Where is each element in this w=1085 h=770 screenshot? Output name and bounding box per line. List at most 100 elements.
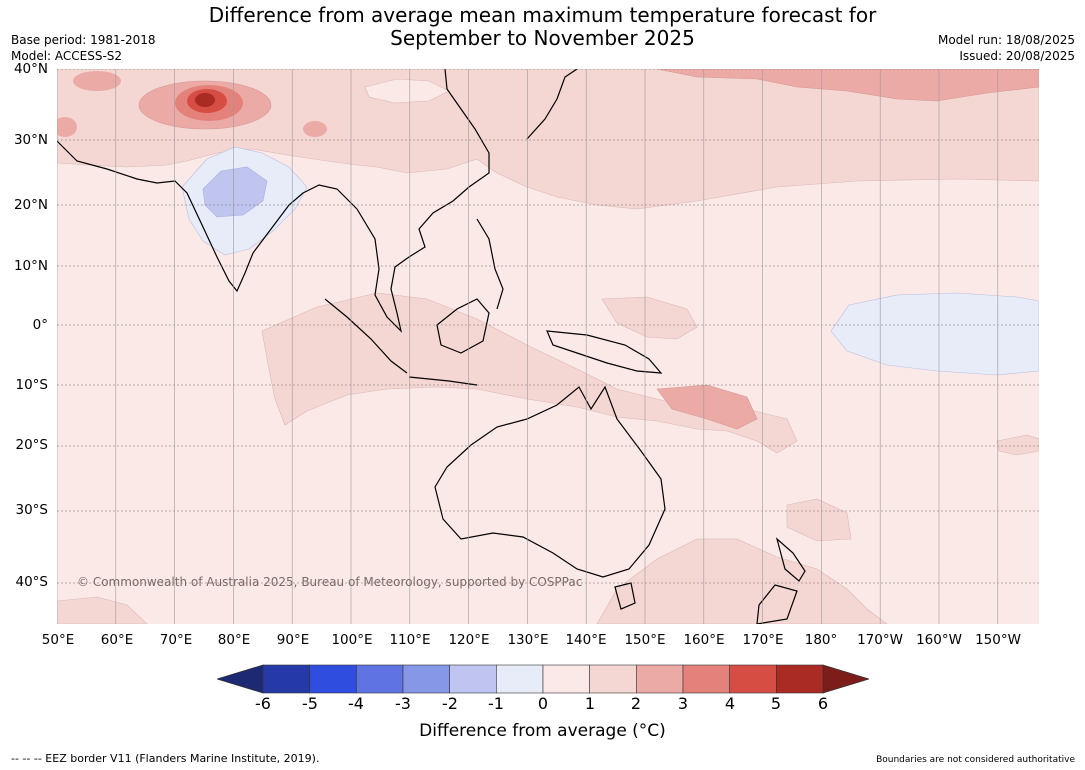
- map-canvas: [57, 69, 1039, 624]
- lat-label-equator: 0°: [32, 317, 48, 333]
- lat-label-40n: 40°N: [13, 61, 48, 77]
- map-title: Difference from average mean maximum tem…: [0, 4, 1085, 50]
- colorbar-tick-6: 6: [817, 694, 829, 713]
- anomaly-india-cool-core: [202, 166, 268, 218]
- lat-label-20s: 20°S: [15, 437, 49, 453]
- lon-label-50e: 50°E: [41, 632, 75, 648]
- anomaly-tasman-warm: [596, 538, 888, 624]
- lon-label-150e: 150°E: [624, 632, 666, 648]
- anomaly-north-warm-band: [57, 69, 1039, 210]
- lon-label-80e: 80°E: [217, 632, 251, 648]
- anomaly-tasman-pocket: [786, 498, 852, 542]
- lon-label-70e: 70°E: [159, 632, 193, 648]
- colorbar-tick-4: 4: [724, 694, 736, 713]
- coastline-philippines: [476, 218, 504, 310]
- forecast-map[interactable]: [57, 69, 1039, 624]
- lon-label-180: 180°: [804, 632, 838, 648]
- colorbar: [217, 664, 869, 694]
- lon-label-170w: 170°W: [857, 632, 903, 648]
- issued-date: Issued: 20/08/2025: [959, 49, 1075, 63]
- colorbar-swatches: [262, 664, 824, 694]
- anomaly-himalaya-peak: [195, 93, 215, 107]
- colorbar-tick-3: 3: [677, 694, 689, 713]
- colorbar-swatch: [589, 664, 637, 694]
- colorbar-swatch: [776, 664, 824, 694]
- model-info: Base period: 1981-2018 Model: ACCESS-S2: [11, 32, 156, 64]
- anomaly-southern-ocean-warm: [57, 596, 148, 624]
- colorbar-swatch: [356, 664, 404, 694]
- colorbar-tick-neg6: -6: [255, 694, 271, 713]
- colorbar-low-arrow: [217, 664, 264, 694]
- lon-label-140e: 140°E: [565, 632, 607, 648]
- coastline-java: [408, 376, 478, 386]
- eez-border-note: -- -- -- EEZ border V11 (Flanders Marine…: [11, 752, 320, 765]
- anomaly-north-pocket: [364, 78, 450, 104]
- coastline-new-zealand: [756, 537, 806, 624]
- issue-info: Model run: 18/08/2025 Issued: 20/08/2025: [938, 32, 1075, 64]
- copyright-notice: © Commonwealth of Australia 2025, Bureau…: [77, 575, 583, 589]
- longitude-lines: [57, 69, 999, 624]
- base-period: Base period: 1981-2018: [11, 33, 156, 47]
- coastlines: [57, 69, 806, 624]
- colorbar-tick-5: 5: [770, 694, 782, 713]
- coastline-arabia-india: [57, 140, 358, 293]
- anomaly-coral-sea-warm: [601, 296, 698, 340]
- colorbar-swatch: [636, 664, 684, 694]
- colorbar-swatch: [496, 664, 544, 694]
- lat-label-10n: 10°N: [13, 258, 48, 274]
- coastline-japan: [526, 69, 578, 140]
- colorbar-tick-neg3: -3: [395, 694, 411, 713]
- colorbar-swatch: [309, 664, 357, 694]
- lat-label-30s: 30°S: [15, 502, 49, 518]
- title-line-2: September to November 2025: [390, 26, 695, 50]
- coastline-borneo: [436, 298, 490, 354]
- colorbar-swatch: [449, 664, 497, 694]
- lat-label-20n: 20°N: [13, 197, 48, 213]
- lon-label-160e: 160°E: [683, 632, 725, 648]
- anomaly-arabia-warm: [57, 117, 77, 137]
- boundaries-disclaimer: Boundaries are not considered authoritat…: [876, 755, 1075, 765]
- colorbar-label: Difference from average (°C): [419, 721, 666, 741]
- title-line-1: Difference from average mean maximum tem…: [208, 3, 877, 27]
- colorbar-swatch: [402, 664, 450, 694]
- anomaly-pacific-cool: [830, 292, 1039, 376]
- coastline-tasmania: [614, 582, 636, 610]
- lat-label-30n: 30°N: [13, 132, 48, 148]
- anomaly-indian-ocean-warm: [261, 292, 798, 454]
- colorbar-swatch: [682, 664, 730, 694]
- lon-label-110e: 110°E: [389, 632, 431, 648]
- colorbar-tick-1: 1: [584, 694, 596, 713]
- anomaly-fiji-warm: [996, 434, 1039, 456]
- colorbar-swatch: [542, 664, 590, 694]
- colorbar-tick-neg5: -5: [302, 694, 318, 713]
- colorbar-swatch: [729, 664, 777, 694]
- lon-label-90e: 90°E: [276, 632, 310, 648]
- lat-label-10s: 10°S: [15, 377, 49, 393]
- lon-label-60e: 60°E: [100, 632, 134, 648]
- anomaly-tibet-warm: [303, 121, 327, 137]
- anomaly-png-warm: [656, 384, 758, 430]
- coastline-southeast-asia: [356, 69, 490, 333]
- colorbar-tick-neg1: -1: [488, 694, 504, 713]
- colorbar-high-arrow: [822, 664, 869, 694]
- anomaly-north-pacific-warm: [656, 69, 1039, 102]
- coastline-sumatra: [324, 298, 408, 374]
- colorbar-tick-0: 0: [537, 694, 549, 713]
- lon-label-160w: 160°W: [916, 632, 962, 648]
- graticule-lines: [57, 69, 1039, 624]
- colorbar-tick-2: 2: [630, 694, 642, 713]
- lon-label-120e: 120°E: [448, 632, 490, 648]
- colorbar-swatch: [262, 664, 310, 694]
- model-name: Model: ACCESS-S2: [11, 49, 123, 63]
- model-run: Model run: 18/08/2025: [937, 33, 1075, 47]
- coastline-new-guinea: [546, 330, 663, 374]
- anomaly-kazakh-warm: [73, 71, 121, 91]
- lat-label-40s: 40°S: [15, 574, 49, 590]
- colorbar-tick-neg2: -2: [442, 694, 458, 713]
- colorbar-tick-neg4: -4: [348, 694, 364, 713]
- lon-label-130e: 130°E: [507, 632, 549, 648]
- lon-label-150w: 150°W: [975, 632, 1021, 648]
- lon-label-170e: 170°E: [742, 632, 784, 648]
- coastline-australia: [434, 385, 666, 578]
- lon-label-100e: 100°E: [331, 632, 373, 648]
